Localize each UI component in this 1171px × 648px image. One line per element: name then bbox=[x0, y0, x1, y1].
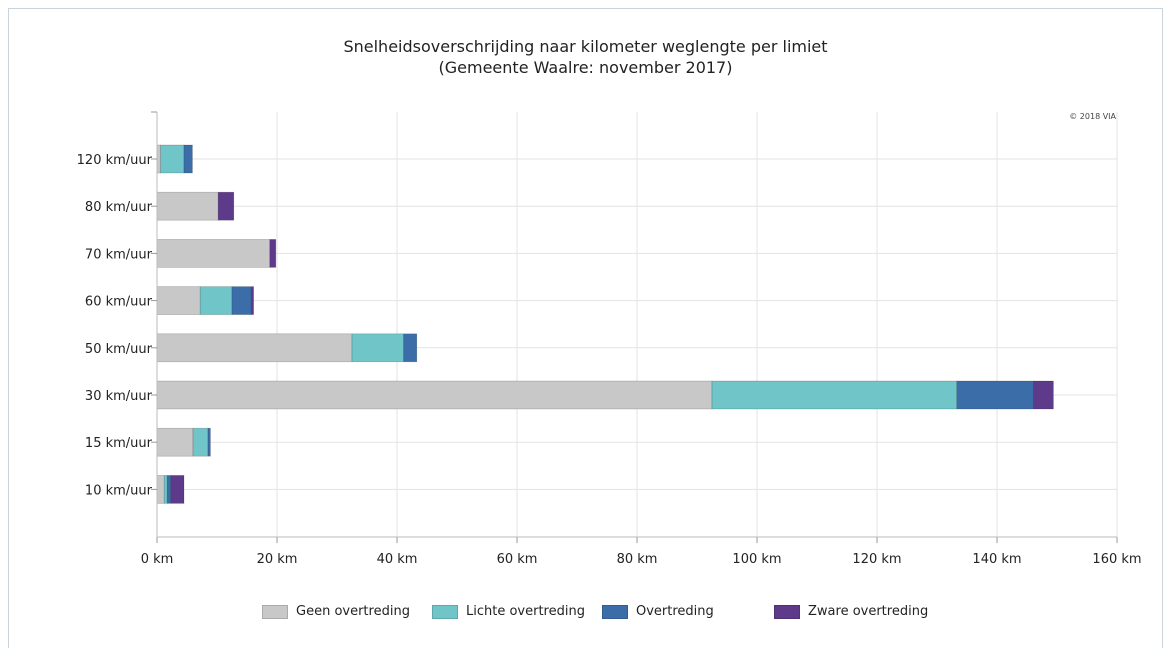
x-tick-label: 0 km bbox=[141, 552, 174, 567]
category-label: 15 km/uur bbox=[85, 436, 153, 451]
legend-swatch bbox=[262, 604, 288, 619]
x-tick-label: 60 km bbox=[497, 552, 538, 567]
bar-segment bbox=[351, 333, 404, 363]
chart-credit: © 2018 VIA bbox=[1069, 112, 1116, 121]
category-label: 80 km/uur bbox=[85, 200, 153, 215]
axes: 0 km 20 km 40 km 60 km 80 km 100 km 120 km 140 … bbox=[77, 111, 1142, 567]
chart-frame bbox=[8, 8, 1163, 648]
legend-swatch bbox=[602, 604, 628, 619]
bar-segment bbox=[217, 191, 235, 221]
legend-item[interactable]: Overtreding bbox=[602, 604, 714, 619]
bar-segment bbox=[199, 286, 233, 315]
bar-segment bbox=[207, 427, 211, 457]
bar-segment bbox=[160, 144, 185, 174]
bar-segment bbox=[956, 380, 1034, 410]
bar-segment bbox=[183, 144, 193, 174]
x-tick-label: 100 km bbox=[732, 552, 781, 567]
category-label: 10 km/uur bbox=[85, 483, 153, 498]
x-tick-label: 20 km bbox=[257, 552, 298, 567]
chart-subtitle: (Gemeente Waalre: november 2017) bbox=[438, 58, 733, 77]
bar-segment bbox=[403, 333, 418, 363]
x-tick-label: 140 km bbox=[972, 552, 1021, 567]
x-tick-label: 80 km bbox=[617, 552, 658, 567]
bar-segment bbox=[166, 475, 172, 504]
bar-segment bbox=[156, 191, 219, 221]
chart-title-block: Snelheidsoverschrijding naar kilometer w… bbox=[0, 36, 1171, 78]
legend-label: Zware overtreding bbox=[808, 604, 929, 619]
bar-segment bbox=[156, 380, 713, 410]
category-label: 50 km/uur bbox=[85, 342, 153, 357]
bar-segment bbox=[192, 427, 209, 457]
bar-segment bbox=[231, 286, 252, 315]
legend-label: Geen overtreding bbox=[296, 604, 410, 619]
bar-segment bbox=[156, 239, 271, 268]
chart-legend: Geen overtreding Lichte overtreding Overtr… bbox=[0, 604, 1171, 626]
bar-segment bbox=[156, 427, 194, 457]
category-label: 70 km/uur bbox=[85, 247, 153, 262]
bar-segment bbox=[156, 333, 353, 363]
legend-label: Lichte overtreding bbox=[466, 604, 585, 619]
category-label: 30 km/uur bbox=[85, 389, 153, 404]
legend-item[interactable]: Geen overtreding bbox=[262, 604, 410, 619]
category-label: 60 km/uur bbox=[85, 295, 153, 310]
legend-swatch bbox=[432, 604, 458, 619]
x-tick-label: 40 km bbox=[377, 552, 418, 567]
bar-segment bbox=[1033, 380, 1054, 410]
bar-segment bbox=[156, 144, 161, 174]
legend-item[interactable]: Lichte overtreding bbox=[432, 604, 585, 619]
legend-label: Overtreding bbox=[636, 604, 714, 619]
bar-segment bbox=[163, 475, 168, 504]
chart-title: Snelheidsoverschrijding naar kilometer w… bbox=[343, 37, 828, 56]
bar-segment bbox=[711, 380, 958, 410]
x-tick-label: 120 km bbox=[852, 552, 901, 567]
legend-swatch bbox=[774, 604, 800, 619]
bars bbox=[156, 144, 1054, 504]
legend-item[interactable]: Zware overtreding bbox=[774, 604, 928, 619]
x-tick-label: 160 km bbox=[1092, 552, 1141, 567]
bar-segment bbox=[170, 475, 185, 504]
grid-lines bbox=[157, 112, 1118, 537]
bar-segment bbox=[269, 239, 277, 268]
category-label: 120 km/uur bbox=[77, 153, 153, 168]
bar-segment bbox=[156, 475, 165, 504]
bar-segment bbox=[250, 286, 254, 315]
bar-segment bbox=[156, 286, 201, 315]
